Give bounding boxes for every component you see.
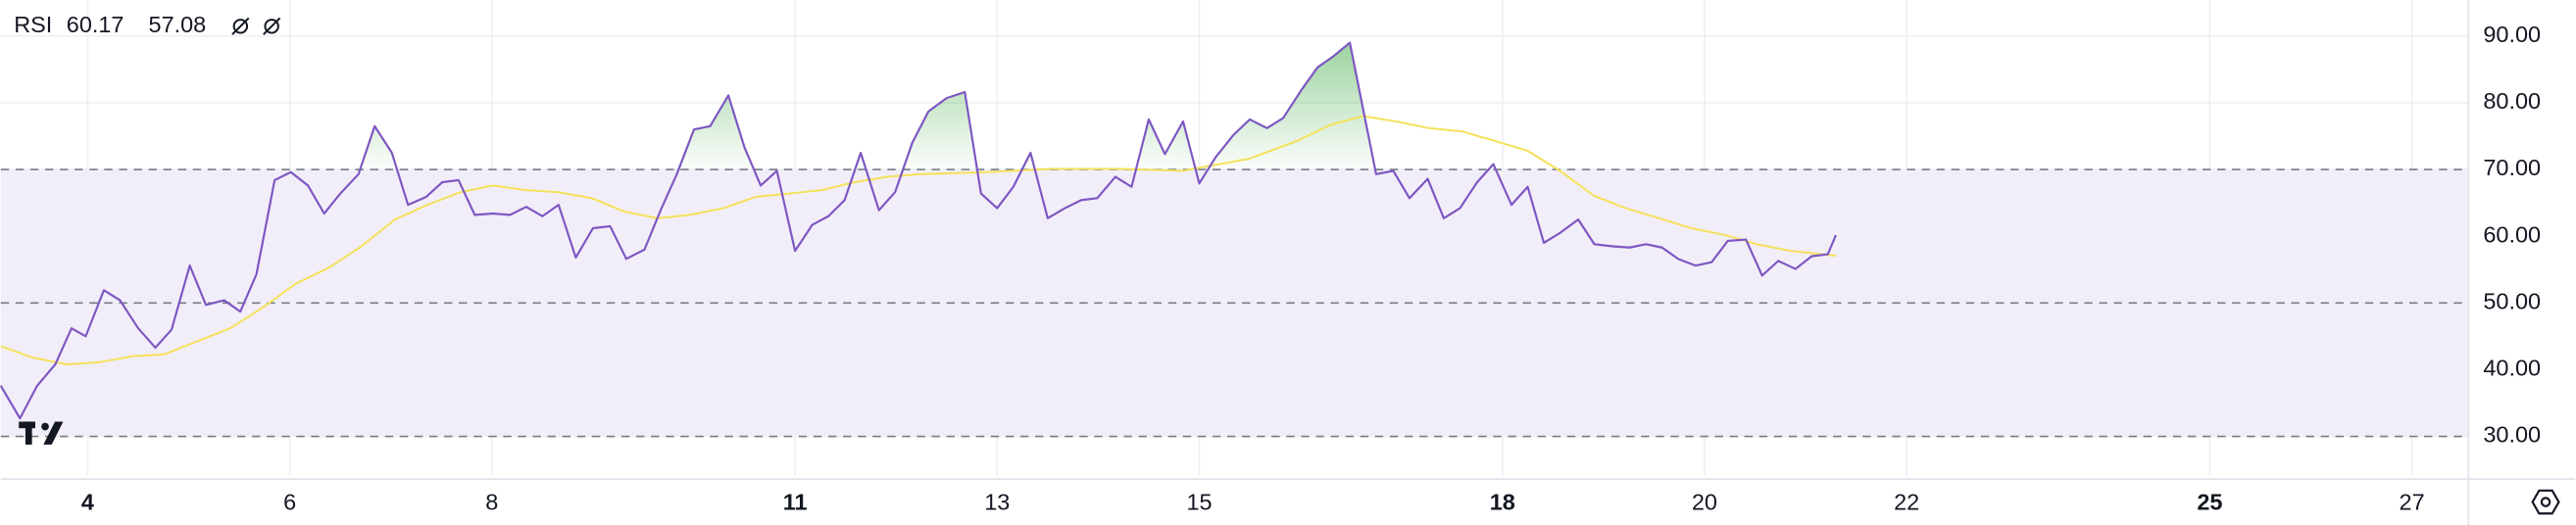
y-tick-label: 40.00	[2483, 356, 2541, 381]
y-tick-label: 80.00	[2483, 88, 2541, 114]
x-tick-label: 27	[2400, 489, 2425, 514]
x-tick-label: 11	[783, 489, 808, 514]
settings-icon[interactable]	[2531, 489, 2560, 515]
x-tick-label: 20	[1692, 489, 1717, 514]
y-tick-label: 60.00	[2483, 221, 2541, 247]
y-tick-label: 70.00	[2483, 155, 2541, 180]
x-tick-label: 6	[283, 489, 296, 514]
series-line	[0, 41, 1837, 420]
x-tick-label: 8	[485, 489, 498, 514]
legend-value: 57.08	[149, 12, 207, 37]
x-tick-label: 18	[1490, 489, 1515, 514]
y-tick-label: 90.00	[2483, 22, 2541, 47]
legend-icon[interactable]	[231, 17, 250, 35]
logo[interactable]	[19, 421, 64, 445]
overbought-fill	[0, 42, 1836, 170]
series-line	[0, 115, 1837, 365]
legend-value: 60.17	[67, 12, 124, 37]
x-tick-label: 25	[2197, 489, 2222, 514]
indicator-name: RSI	[14, 12, 52, 37]
x-tick-label: 13	[984, 489, 1010, 514]
x-tick-label: 22	[1894, 489, 1919, 514]
y-tick-label: 30.00	[2483, 422, 2541, 448]
legend-icon[interactable]	[263, 17, 281, 35]
x-tick-label: 15	[1186, 489, 1212, 514]
x-tick-label: 4	[81, 489, 94, 514]
y-tick-label: 50.00	[2483, 288, 2541, 313]
